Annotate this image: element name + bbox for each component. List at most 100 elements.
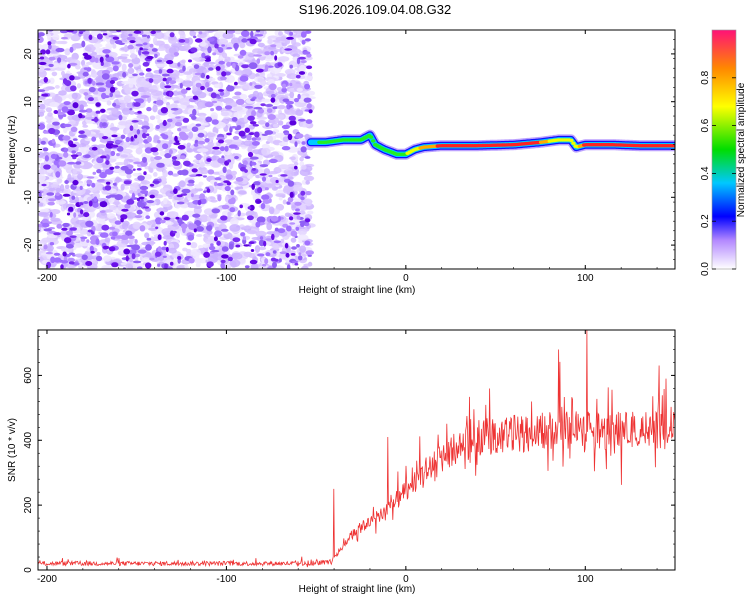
snr-y-ticks: 0 200 400 600 (23, 336, 675, 573)
noise-speckle (261, 194, 270, 201)
noise-speckle (264, 187, 269, 191)
noise-speckle (265, 238, 272, 241)
noise-speckle (112, 65, 119, 72)
noise-speckle (99, 210, 106, 213)
noise-speckle (300, 146, 307, 153)
noise-speckle (79, 31, 84, 34)
noise-speckle (168, 149, 173, 155)
noise-speckle (175, 116, 181, 119)
noise-speckle (279, 251, 288, 255)
noise-speckle (275, 193, 286, 198)
noise-speckle (260, 103, 266, 107)
noise-speckle (52, 121, 60, 126)
noise-speckle (170, 107, 179, 111)
noise-speckle (90, 70, 98, 78)
noise-speckle (221, 44, 226, 47)
noise-speckle (192, 57, 202, 61)
noise-speckle (95, 110, 101, 114)
noise-speckle (109, 86, 116, 93)
noise-speckle (77, 173, 84, 180)
spectrogram-y-tick-label: 20 (23, 48, 34, 60)
noise-speckle (127, 44, 134, 50)
noise-speckle (305, 250, 314, 256)
noise-speckle (207, 141, 214, 148)
noise-speckle (206, 87, 214, 92)
noise-speckle (97, 179, 105, 182)
noise-speckle (139, 47, 143, 51)
noise-speckle (94, 57, 99, 63)
noise-speckle (290, 48, 302, 53)
noise-speckle (299, 156, 304, 162)
noise-speckle (274, 55, 278, 61)
noise-speckle (290, 253, 296, 256)
noise-speckle (97, 144, 106, 149)
noise-speckle (208, 77, 216, 82)
noise-speckle (196, 258, 208, 264)
noise-speckle (286, 225, 292, 232)
noise-speckle (64, 48, 71, 56)
noise-speckle (144, 147, 153, 154)
noise-speckle (153, 134, 160, 143)
noise-speckle (141, 257, 151, 264)
noise-speckle (234, 81, 238, 86)
noise-speckle (238, 93, 248, 100)
noise-speckle (126, 199, 135, 205)
noise-speckle (254, 34, 264, 37)
noise-speckle (296, 244, 300, 248)
noise-speckle (110, 155, 121, 160)
noise-speckle (163, 240, 167, 246)
noise-speckle (39, 103, 46, 110)
noise-speckle (57, 109, 62, 113)
noise-speckle (108, 226, 116, 230)
noise-speckle (101, 224, 110, 231)
noise-speckle (60, 264, 64, 269)
noise-speckle (149, 162, 159, 169)
noise-speckle (155, 226, 159, 230)
noise-speckle (298, 252, 302, 256)
snr-y-tick-label: 200 (23, 496, 34, 513)
snr-y-label: SNR (10 * v/v) (7, 418, 18, 482)
noise-speckle (242, 236, 246, 241)
spectrogram-y-ticks: 20 10 0 -10 -20 (23, 29, 675, 270)
colorbar-gradient (712, 30, 736, 269)
noise-speckle (188, 68, 197, 73)
noise-speckle (230, 189, 235, 196)
noise-speckle (72, 169, 78, 174)
noise-speckle (169, 91, 173, 98)
noise-speckle (153, 172, 158, 177)
noise-speckle (95, 185, 102, 191)
noise-speckle (62, 114, 67, 117)
noise-speckle (239, 204, 243, 209)
spectrogram-x-tick-label: -200 (37, 273, 57, 284)
noise-speckle (207, 255, 218, 264)
noise-speckle (66, 30, 74, 33)
noise-speckle (173, 142, 181, 146)
noise-speckle (99, 171, 107, 179)
figure-title: S196.2026.109.04.08.G32 (299, 2, 452, 17)
noise-speckle (261, 143, 270, 150)
noise-speckle (181, 214, 189, 221)
noise-speckle (277, 120, 284, 126)
noise-speckle (301, 141, 306, 145)
noise-speckle (235, 177, 244, 182)
noise-speckle (210, 243, 214, 247)
noise-speckle (162, 143, 169, 150)
noise-speckle (38, 111, 45, 117)
noise-speckle (102, 33, 108, 36)
noise-speckle (229, 259, 241, 268)
noise-speckle (160, 177, 167, 182)
snr-x-ticks: -200 -100 0 100 (37, 330, 658, 585)
noise-speckle (104, 185, 112, 191)
noise-speckle (58, 160, 67, 167)
noise-speckle (278, 258, 282, 263)
noise-speckle (299, 64, 306, 73)
noise-speckle (277, 215, 281, 222)
noise-speckle (256, 200, 262, 204)
noise-speckle (224, 145, 229, 152)
noise-speckle (196, 234, 203, 237)
noise-speckle (280, 35, 287, 42)
noise-speckle (213, 236, 218, 242)
noise-speckle (133, 134, 138, 139)
noise-speckle (51, 138, 56, 144)
noise-speckle (63, 147, 68, 154)
